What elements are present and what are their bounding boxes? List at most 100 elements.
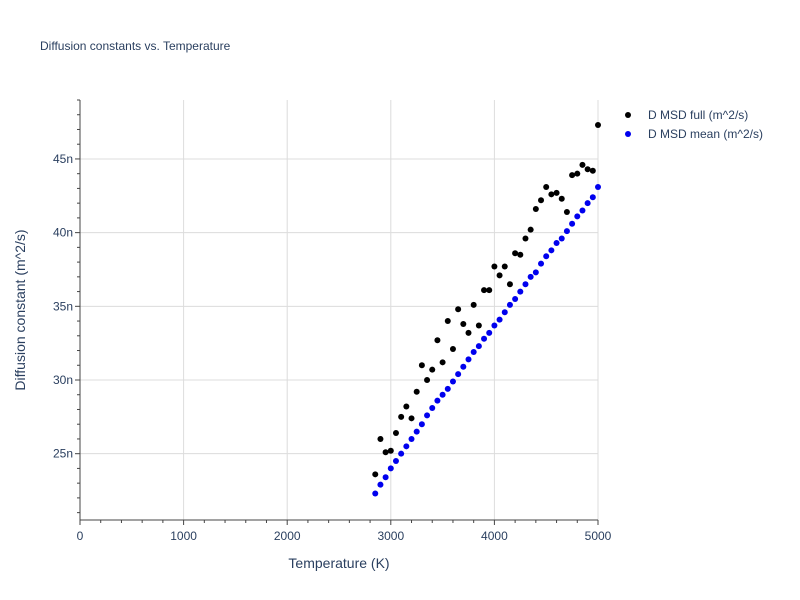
data-point-series-1: [455, 306, 462, 313]
data-point-series-2: [481, 335, 488, 342]
x-tick-label: 0: [77, 529, 84, 543]
x-tick-label: 5000: [585, 529, 612, 543]
data-point-series-2: [506, 301, 513, 308]
data-point-series-2: [553, 239, 560, 246]
data-point-series-2: [501, 309, 508, 316]
data-point-series-2: [460, 363, 467, 370]
data-point-series-2: [491, 322, 498, 329]
y-tick-label: 35n: [53, 299, 73, 313]
data-point-series-1: [538, 197, 545, 204]
data-point-series-1: [595, 122, 601, 129]
data-point-series-1: [569, 172, 576, 179]
data-point-series-1: [574, 170, 581, 177]
data-point-series-1: [496, 272, 503, 279]
legend-marker-series-2: [625, 131, 631, 137]
data-point-series-1: [439, 359, 446, 366]
data-point-series-1: [372, 471, 379, 478]
data-point-series-1: [486, 287, 493, 294]
data-point-series-2: [486, 329, 493, 336]
y-axis-title: Diffusion constant (m^2/s): [12, 229, 28, 390]
x-tick-label: 4000: [481, 529, 508, 543]
data-point-series-1: [579, 161, 586, 168]
data-point-series-1: [501, 263, 508, 270]
data-point-series-1: [413, 388, 420, 395]
y-tick-label: 25n: [53, 447, 73, 461]
data-point-series-1: [387, 447, 394, 454]
data-point-series-2: [563, 228, 570, 235]
chart-title: Diffusion constants vs. Temperature: [40, 39, 231, 53]
data-point-series-1: [392, 430, 399, 437]
data-point-series-1: [434, 337, 441, 344]
data-point-series-2: [398, 450, 405, 457]
data-point-series-2: [589, 194, 596, 201]
data-point-series-1: [382, 449, 389, 456]
legend-label-series-2: D MSD mean (m^2/s): [648, 127, 763, 141]
data-point-series-2: [574, 213, 581, 220]
data-point-series-1: [429, 366, 436, 373]
data-point-series-2: [372, 490, 379, 497]
data-point-series-1: [553, 189, 560, 196]
data-point-series-2: [558, 235, 565, 242]
data-point-series-2: [377, 481, 384, 488]
data-point-series-2: [465, 356, 472, 363]
x-tick-label: 1000: [170, 529, 197, 543]
data-points: [372, 122, 601, 497]
data-point-series-2: [584, 200, 591, 207]
data-point-series-2: [387, 465, 394, 472]
data-point-series-2: [548, 247, 555, 254]
data-point-series-1: [584, 166, 591, 173]
data-point-series-2: [444, 385, 451, 392]
data-point-series-2: [429, 405, 436, 411]
data-point-series-2: [392, 458, 399, 465]
data-point-series-1: [449, 346, 456, 353]
data-point-series-2: [382, 474, 389, 481]
data-point-series-2: [538, 260, 545, 267]
data-point-series-1: [532, 206, 539, 213]
data-point-series-1: [491, 263, 498, 270]
data-point-series-2: [413, 428, 420, 435]
y-tick-label: 45n: [53, 152, 73, 166]
data-point-series-1: [424, 377, 431, 383]
data-point-series-2: [579, 207, 586, 214]
data-point-series-2: [595, 183, 601, 190]
data-point-series-2: [434, 397, 441, 404]
data-point-series-2: [449, 378, 456, 385]
data-point-series-1: [475, 322, 482, 329]
legend-marker-series-1: [625, 112, 631, 118]
data-point-series-2: [403, 443, 410, 450]
data-point-series-2: [532, 269, 539, 276]
data-point-series-2: [408, 435, 415, 442]
data-point-series-1: [444, 318, 451, 325]
data-point-series-2: [569, 220, 576, 227]
data-point-series-1: [481, 287, 488, 294]
data-point-series-2: [522, 281, 529, 288]
x-tick-label: 3000: [377, 529, 404, 543]
data-point-series-1: [512, 250, 519, 257]
data-point-series-1: [517, 251, 524, 258]
data-point-series-1: [460, 321, 467, 327]
data-point-series-1: [522, 235, 529, 242]
data-point-series-2: [527, 273, 534, 280]
data-point-series-1: [398, 413, 405, 420]
y-tick-label: 30n: [53, 373, 73, 387]
data-point-series-1: [470, 301, 477, 308]
data-point-series-2: [439, 391, 446, 398]
data-point-series-1: [563, 209, 570, 215]
gridlines: [80, 100, 599, 520]
x-axis-title: Temperature (K): [288, 555, 389, 571]
data-point-series-2: [418, 421, 425, 428]
data-point-series-2: [496, 316, 503, 323]
data-point-series-2: [455, 371, 462, 378]
data-point-series-1: [548, 191, 555, 198]
data-point-series-1: [465, 329, 472, 336]
data-point-series-1: [527, 226, 534, 233]
data-point-series-1: [543, 183, 550, 190]
data-point-series-2: [512, 295, 519, 302]
data-point-series-2: [470, 349, 477, 355]
legend: D MSD full (m^2/s) D MSD mean (m^2/s): [625, 108, 763, 141]
data-point-series-2: [424, 412, 431, 419]
data-point-series-1: [558, 195, 565, 202]
axes: 0 1000 2000 3000 4000 5000 25n 30n 35n 40n 45n: [53, 99, 612, 543]
